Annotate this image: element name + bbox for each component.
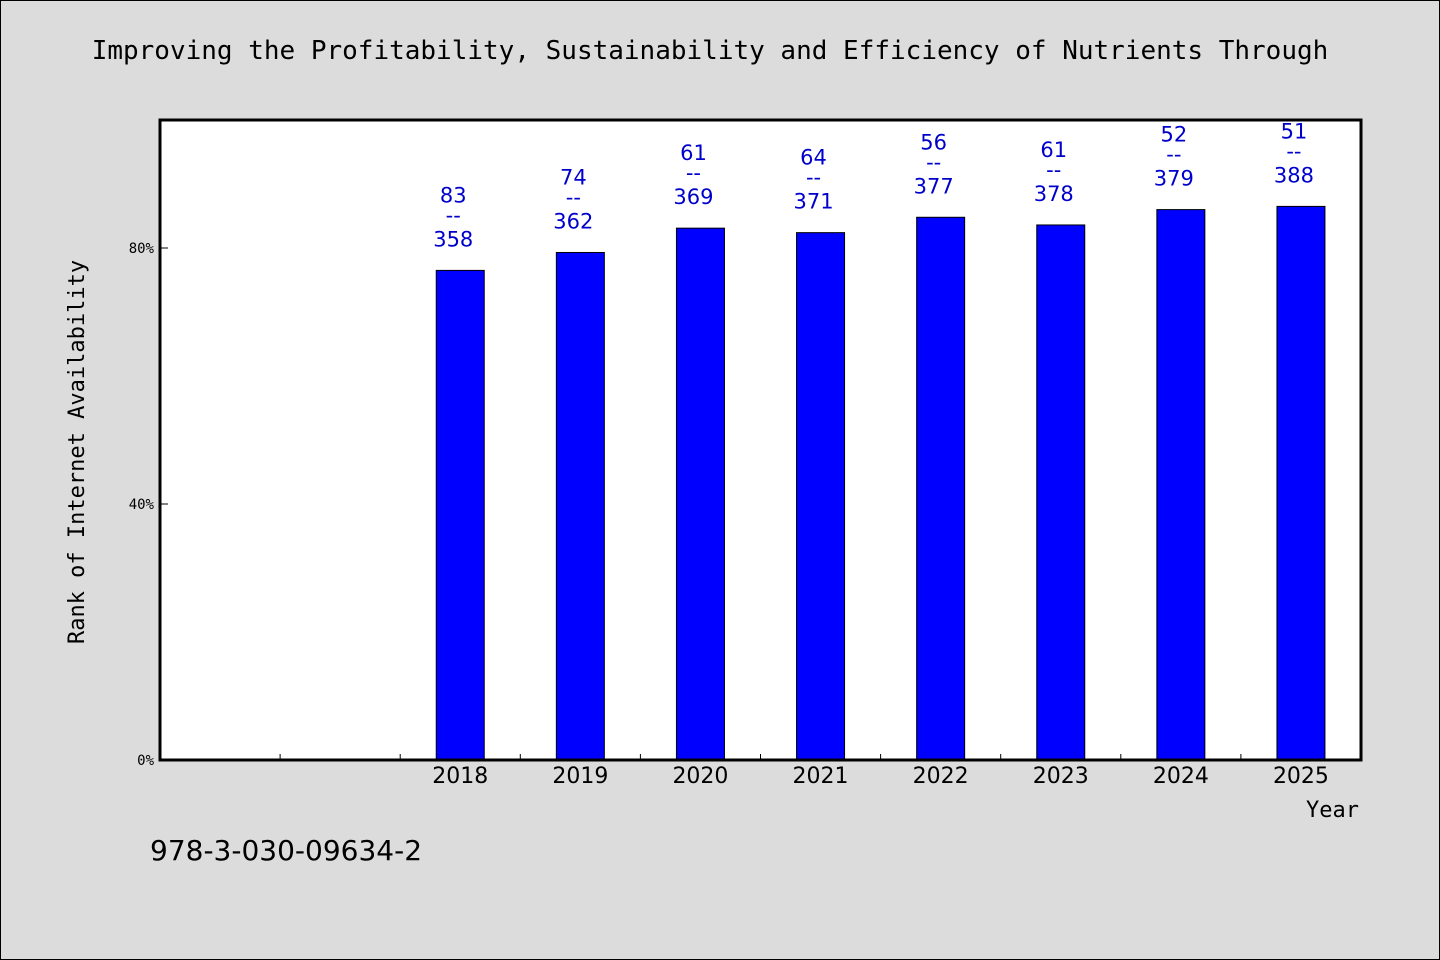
bar-2021 (796, 232, 846, 761)
x-tick-label: 2024 (1153, 764, 1209, 789)
data-label-top: 64 (800, 146, 827, 170)
data-label-bottom: 388 (1274, 163, 1314, 187)
bar-2024 (1156, 209, 1206, 761)
x-tick-label: 2023 (1033, 764, 1089, 789)
data-label-separator: -- (1046, 158, 1061, 182)
data-label-bottom: 362 (553, 209, 593, 233)
footer-code: 978-3-030-09634-2 (150, 834, 423, 867)
data-label-separator: -- (926, 150, 941, 174)
x-tick-label: 2021 (793, 764, 849, 789)
data-label-separator: -- (1286, 139, 1301, 163)
data-label-top: 83 (440, 183, 467, 207)
data-label-top: 61 (1040, 138, 1067, 162)
data-label-top: 74 (560, 165, 587, 189)
bar-2025 (1276, 205, 1326, 761)
bar-2022 (916, 216, 966, 761)
data-label-bottom: 377 (914, 174, 954, 198)
y-tick-label: 0% (137, 753, 154, 769)
x-axis-label: Year (1306, 798, 1359, 823)
bar-2023 (1036, 224, 1086, 761)
data-label-top: 52 (1160, 123, 1187, 147)
x-tick-label: 2022 (913, 764, 969, 789)
data-label-top: 61 (680, 141, 707, 165)
chart-title: Improving the Profitability, Sustainabil… (91, 36, 1329, 66)
data-label-separator: -- (806, 166, 821, 190)
x-tick-label: 2020 (672, 764, 728, 789)
data-label-bottom: 378 (1034, 182, 1074, 206)
plot-border (158, 118, 1363, 762)
data-label-bottom: 358 (433, 227, 473, 251)
x-tick-label: 2025 (1273, 764, 1329, 789)
y-axis-label: Rank of Internet Availability (65, 260, 90, 644)
y-tick-label: 40% (129, 497, 155, 513)
bar-2020 (675, 227, 725, 761)
data-label-top: 56 (920, 130, 947, 154)
data-label-separator: -- (686, 161, 701, 185)
data-label-bottom: 379 (1154, 167, 1194, 191)
bar-2019 (555, 251, 605, 761)
x-tick-label: 2019 (552, 764, 608, 789)
data-label-separator: -- (1166, 143, 1181, 167)
data-label-bottom: 369 (673, 185, 713, 209)
y-tick-label: 80% (129, 241, 155, 257)
data-label-bottom: 371 (794, 190, 834, 214)
x-tick-label: 2018 (432, 764, 488, 789)
data-label-separator: -- (446, 203, 461, 227)
data-label-top: 51 (1281, 119, 1308, 143)
data-label-separator: -- (566, 185, 581, 209)
bar-2018 (435, 269, 485, 761)
